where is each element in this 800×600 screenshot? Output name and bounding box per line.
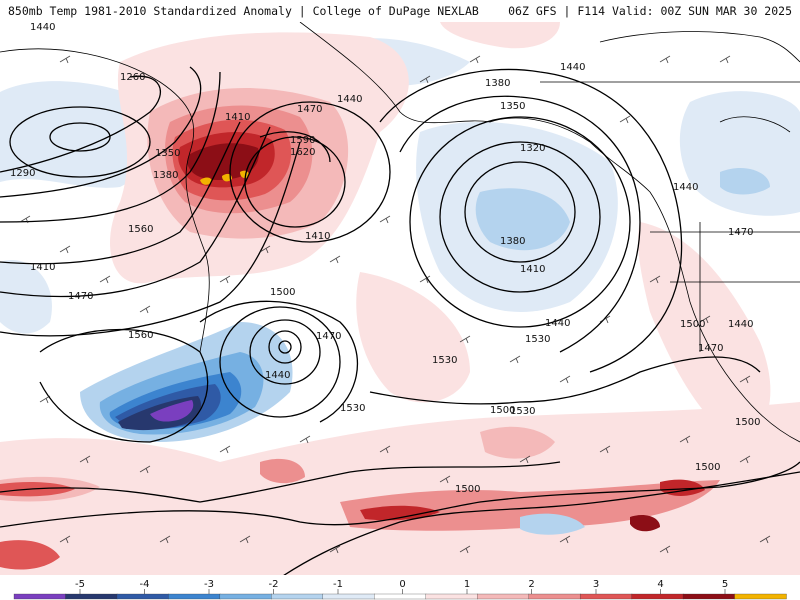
contour-label: 1470 — [68, 291, 93, 302]
contour-label: 1320 — [520, 143, 545, 154]
contour-label: 1470 — [297, 104, 322, 115]
contour-label: 1530 — [340, 403, 365, 414]
contour-label: 1530 — [525, 334, 550, 345]
warm-anomaly-streak — [480, 426, 555, 459]
barb-icon — [19, 55, 771, 554]
warm-anomaly-streak — [0, 540, 60, 570]
cold-anomaly-area — [720, 167, 770, 195]
map-title: 850mb Temp 1981-2010 Standardized Anomal… — [8, 4, 479, 18]
contour-label: 1410 — [305, 231, 330, 242]
colorbar-swatch — [579, 593, 633, 600]
colorbar-swatch — [322, 593, 375, 600]
cold-anomaly-core — [150, 400, 194, 422]
contour-label: 1290 — [10, 168, 35, 179]
contour-labels: 1260 1290 1350 1380 1410 1440 1470 1560 15901620… — [10, 22, 760, 495]
warm-anomaly-streak — [260, 458, 305, 484]
warm-anomaly-area — [356, 272, 470, 403]
contour-label: 1500 — [695, 462, 720, 473]
colorbar-tick-label: -1 — [333, 579, 343, 590]
colorbar: -5 -4 -3 -2 -1 0 1 2 3 4 5 — [13, 579, 787, 600]
contour-label: 1380 — [500, 236, 525, 247]
contour-label: 1350 — [500, 101, 525, 112]
coastline-icon — [0, 22, 800, 443]
contour-label: 1440 — [30, 22, 55, 33]
colorbar-swatch — [631, 593, 684, 600]
warm-anomaly-area — [440, 22, 560, 49]
cold-anomaly-area — [679, 91, 800, 216]
warm-anomaly-area — [638, 222, 771, 442]
colorbar-swatch — [116, 593, 170, 600]
colorbar-tick-label: 4 — [657, 579, 663, 590]
contour-label: 1440 — [545, 318, 570, 329]
colorbar-swatch — [425, 593, 478, 600]
contour-label: 1260 — [120, 72, 145, 83]
contour-label: 1410 — [520, 264, 545, 275]
colorbar-tick-label: 5 — [722, 579, 728, 590]
colorbar-swatches — [13, 593, 787, 600]
cold-anomaly-area — [520, 513, 585, 535]
contour-label: 1500 — [680, 319, 705, 330]
contour-label: 1560 — [128, 330, 153, 341]
colorbar-swatch — [734, 593, 787, 600]
colorbar-tick-label: 2 — [528, 579, 534, 590]
colorbar-tick-label: 1 — [464, 579, 470, 590]
warm-anomaly-core — [187, 143, 259, 180]
contour-label: 1350 — [155, 148, 180, 159]
contour-label: 1470 — [728, 227, 753, 238]
contour-label: 1440 — [728, 319, 753, 330]
contour-label: 1620 — [290, 147, 315, 158]
warm-anomaly-streak — [360, 505, 440, 521]
warm-anomaly-streak — [630, 515, 660, 532]
contour-label: 1500 — [735, 417, 760, 428]
colorbar-tick-label: -3 — [204, 579, 214, 590]
contour-label: 1410 — [225, 112, 250, 123]
contour-label: 1470 — [316, 331, 341, 342]
colorbar-tick-label: -2 — [269, 579, 279, 590]
colorbar-tick-label: -4 — [140, 579, 150, 590]
colorbar-swatch — [477, 593, 530, 600]
contour-label: 1560 — [128, 224, 153, 235]
warm-anomaly-streak — [340, 480, 720, 531]
contour-label: 1500 — [490, 405, 515, 416]
warm-anomaly-area — [0, 402, 800, 575]
colorbar-swatch — [528, 593, 581, 600]
colorbar-swatch — [168, 593, 221, 600]
colorbar-ticks: -5 -4 -3 -2 -1 0 1 2 3 4 5 — [75, 579, 728, 594]
colorbar-tick-label: 3 — [593, 579, 599, 590]
contour-set — [0, 66, 800, 575]
colorbar-tick-label: -5 — [75, 579, 85, 590]
model-run-label: 06Z GFS | F114 Valid: 00Z SUN MAR 30 202… — [508, 4, 792, 18]
contour-label: 1440 — [560, 62, 585, 73]
contour-label: 1380 — [485, 78, 510, 89]
map-canvas: 1260 1290 1350 1380 1410 1440 1470 1560 15901620… — [0, 22, 800, 575]
colorbar-swatch — [271, 593, 324, 600]
contour-label: 1500 — [455, 484, 480, 495]
contour-label: 1440 — [265, 370, 290, 381]
colorbar-swatch — [13, 593, 67, 600]
contour-label: 1410 — [30, 262, 55, 273]
colorbar-tick-label: 0 — [399, 579, 405, 590]
contour-label: 1590 — [290, 135, 315, 146]
colorbar-swatch — [682, 593, 736, 600]
title-bar: 850mb Temp 1981-2010 Standardized Anomal… — [0, 0, 800, 22]
contour-label: 1380 — [153, 170, 178, 181]
warm-anomaly-core — [240, 170, 249, 179]
colorbar-swatch — [219, 593, 272, 600]
warm-anomaly-core — [200, 177, 212, 185]
contour-label: 1440 — [673, 182, 698, 193]
contour-label: 1500 — [270, 287, 295, 298]
colorbar-swatch — [374, 593, 427, 600]
contour-label: 1440 — [337, 94, 362, 105]
anomaly-map: 1260 1290 1350 1380 1410 1440 1470 1560 1590 1620… — [0, 22, 800, 575]
cold-anomaly-area — [0, 81, 159, 188]
contour-label: 1530 — [432, 355, 457, 366]
colorbar-swatch — [65, 593, 118, 600]
cold-anomaly-area — [475, 188, 570, 251]
cold-anomaly-area — [0, 260, 52, 334]
contour-label: 1530 — [510, 406, 535, 417]
contour-label: 1470 — [698, 343, 723, 354]
